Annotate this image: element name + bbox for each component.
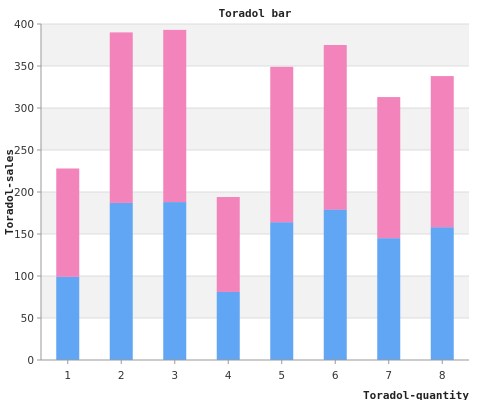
plot-band <box>41 276 469 318</box>
bar-segment-series-2 <box>323 45 347 210</box>
x-tick-label: 3 <box>171 370 178 382</box>
bar-segment-series-2 <box>163 29 187 203</box>
x-tick-labels: 1 2 3 4 5 6 7 8 <box>64 370 445 382</box>
bar-segment-series-1 <box>216 291 240 360</box>
y-axis-title: Toradol-sales <box>3 149 16 235</box>
x-axis-title: Toradol-quantity <box>363 389 469 400</box>
plot-band <box>41 234 469 276</box>
y-tick-label: 400 <box>14 19 34 31</box>
bars <box>56 29 454 360</box>
bar-segment-series-2 <box>109 32 133 203</box>
bar-segment-series-1 <box>377 238 401 360</box>
axes <box>40 24 469 361</box>
bar-segment-series-1 <box>430 227 454 360</box>
bar-segment-series-2 <box>377 97 401 239</box>
y-tick-label: 50 <box>21 313 34 325</box>
bar-segment-series-1 <box>323 209 347 360</box>
x-tick-label: 6 <box>332 370 339 382</box>
chart-title: Toradol bar <box>219 7 292 20</box>
bar-segment-series-2 <box>56 168 80 277</box>
bar-segment-series-1 <box>109 202 133 360</box>
plot-band <box>41 108 469 150</box>
bar-segment-series-2 <box>430 76 454 228</box>
bar-segment-series-1 <box>270 222 294 360</box>
x-tick-label: 5 <box>278 370 285 382</box>
plot-band <box>41 24 469 66</box>
y-tick-label: 300 <box>14 103 34 115</box>
bar-segment-series-2 <box>216 197 240 292</box>
y-tick-label: 250 <box>14 145 34 157</box>
y-tick-label: 150 <box>14 229 34 241</box>
x-tick-label: 2 <box>118 370 125 382</box>
y-tick-label: 200 <box>14 187 34 199</box>
y-tick-labels: 0 50 100 150 200 250 300 350 400 <box>14 19 34 367</box>
x-tick-label: 7 <box>385 370 392 382</box>
bar-segment-series-2 <box>270 66 294 223</box>
x-tick-label: 8 <box>439 370 446 382</box>
x-tick-label: 1 <box>64 370 71 382</box>
plot-band <box>41 66 469 108</box>
y-tick-label: 0 <box>27 355 34 367</box>
plot-band <box>41 318 469 360</box>
x-tick-label: 4 <box>225 370 232 382</box>
bar-segment-series-1 <box>163 202 187 360</box>
y-tick-label: 350 <box>14 61 34 73</box>
plot-band <box>41 192 469 234</box>
y-tick-label: 100 <box>14 271 34 283</box>
bar-segment-series-1 <box>56 276 80 360</box>
plot-band <box>41 150 469 192</box>
